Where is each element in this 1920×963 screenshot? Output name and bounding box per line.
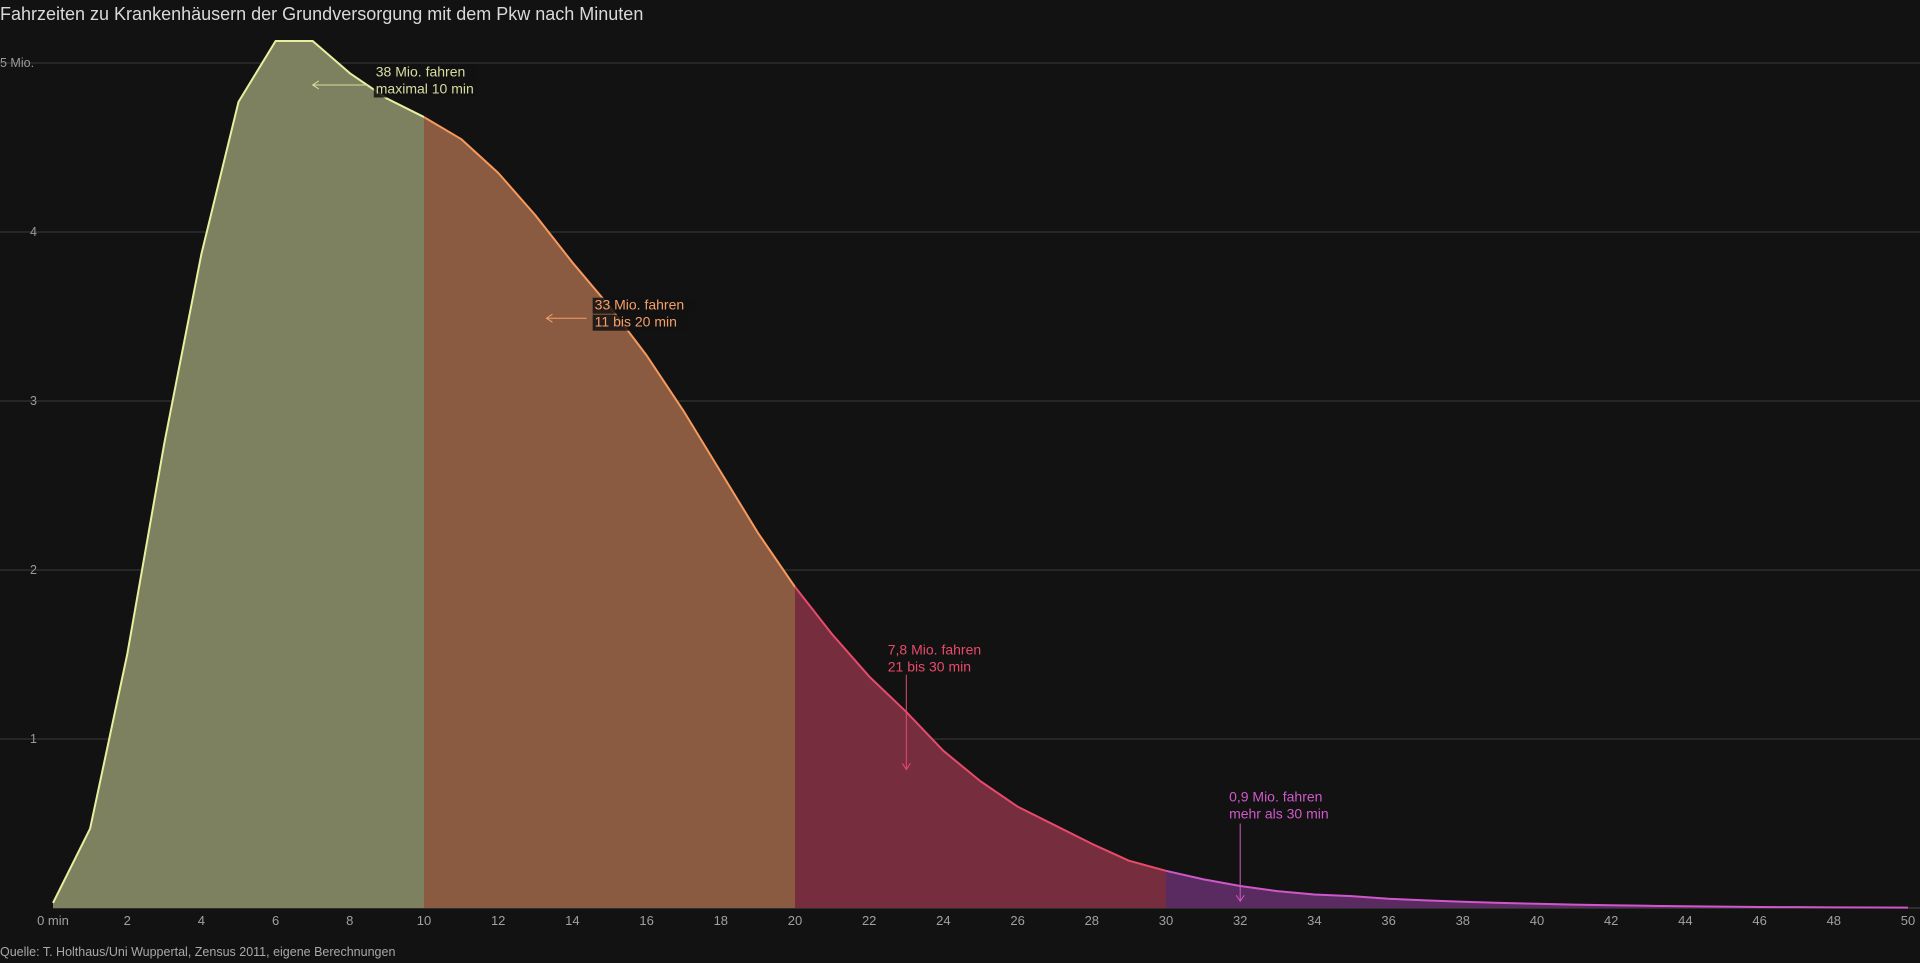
x-tick-label: 6 [272,913,279,928]
annotation-arrow-head [545,313,553,323]
annotation-text: 11 bis 20 min [595,314,677,330]
y-tick-label: 4 [30,225,37,239]
annotation-text: maximal 10 min [376,80,474,96]
area-fills [53,41,1908,908]
x-tick-label: 12 [491,913,505,928]
annotation-arrow-head [901,763,911,771]
x-tick-label: 28 [1085,913,1099,928]
x-tick-label: 26 [1010,913,1024,928]
y-tick-label: 2 [30,563,37,577]
annotation-bg [592,297,697,314]
annotation-bg [592,314,689,331]
y-tick-label: 5 Mio. [0,56,34,70]
x-tick-label: 8 [346,913,353,928]
x-tick-label: 20 [788,913,802,928]
x-tick-label: 46 [1752,913,1766,928]
x-tick-label: 2 [124,913,131,928]
chart-title: Fahrzeiten zu Krankenhäusern der Grundve… [0,4,644,24]
x-tick-label: 32 [1233,913,1247,928]
x-tick-label: 10 [417,913,431,928]
annotation-bg [373,81,478,98]
x-tick-label: 16 [639,913,653,928]
x-tick-label: 30 [1159,913,1173,928]
x-tick-label: 44 [1678,913,1692,928]
x-tick-label: 42 [1604,913,1618,928]
area-segment-2 [424,117,795,908]
x-tick-label: 36 [1381,913,1395,928]
area-segment-1 [53,41,424,908]
grid-lines [0,62,1920,909]
source-note: Quelle: T. Holthaus/Uni Wuppertal, Zensu… [0,945,396,959]
annotation-text: 7,8 Mio. fahren [888,641,981,657]
x-tick-label: 48 [1827,913,1841,928]
x-tick-label: 14 [565,913,579,928]
annotation-text: 0,9 Mio. fahren [1229,788,1322,804]
line-segment-4 [1165,869,1909,909]
x-tick-label: 50 [1901,913,1915,928]
annotation-arrow-head [1235,894,1245,903]
annotation-text: 21 bis 30 min [888,658,971,674]
x-tick-label: 34 [1307,913,1321,928]
x-tick-label: 4 [198,913,205,928]
annotation-text: mehr als 30 min [1229,805,1329,821]
area-segment-4 [1166,870,1908,908]
y-axis: 1 2 3 4 5 Mio. [0,56,37,746]
annotation-text: 33 Mio. fahren [595,297,685,313]
line-segment-1 [52,40,425,904]
y-tick-label: 1 [30,732,37,746]
y-tick-label: 3 [30,394,37,408]
x-tick-label: 24 [936,913,950,928]
x-tick-label: 40 [1530,913,1544,928]
annotation-text: 38 Mio. fahren [376,63,466,79]
area-segment-3 [795,586,1166,908]
x-tick-label: 22 [862,913,876,928]
x-tick-label: 18 [714,913,728,928]
annotation-bg [373,64,478,81]
x-axis: 0 min 2 4 6 8 10 12 14 16 18 20 22 24 26 28 30 32 34 36 38 4… [37,913,1915,928]
line-segment-3 [794,586,1167,872]
x-tick-label: 38 [1456,913,1470,928]
x-tick-label: 0 min [37,913,69,928]
annotation-arrow-head [311,80,319,90]
